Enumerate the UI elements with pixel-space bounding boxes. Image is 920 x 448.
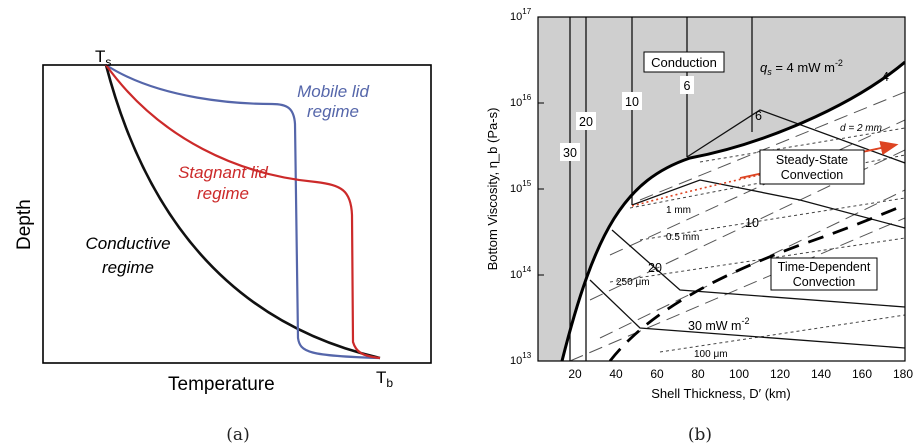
grain-line-2mm	[699, 127, 905, 163]
y-tick-13: 1013	[510, 351, 532, 367]
conduction-boundary	[560, 60, 905, 361]
x-tick-120: 120	[770, 367, 790, 381]
flux-label-6-bg	[680, 76, 694, 94]
flux-label-20-bg	[576, 112, 596, 130]
conductive-label-2: regime	[102, 258, 154, 277]
dash-line-1	[569, 217, 905, 361]
time-dependent-label-1: Time-Dependent	[778, 260, 871, 274]
x-tick-40: 40	[609, 367, 623, 381]
mobile-lid-label-2: regime	[307, 102, 359, 121]
bottom-viscosity-axis-label: Bottom Viscosity, η_b (Pa-s)	[485, 108, 500, 271]
conduction-label-box	[643, 51, 725, 73]
grain-line-100um	[659, 314, 905, 353]
mobile-lid-label-1: Mobile lid	[297, 82, 369, 101]
flux-contour-6	[686, 109, 905, 164]
grain-label-1mm: 1 mm	[666, 205, 691, 216]
depth-axis-label: Depth	[14, 199, 35, 250]
grain-label-100um: 100 μm	[694, 349, 728, 360]
x-tick-180: 180	[893, 367, 913, 381]
flux-label-10: 10	[625, 95, 639, 109]
t-bottom-label: Tb	[376, 368, 393, 390]
flux-label-30: 30	[563, 146, 577, 160]
time-dependent-label-box	[770, 257, 878, 291]
stagnant-lid-label-2: regime	[197, 184, 249, 203]
flux-contour-label-30: 30 mW m-2	[688, 316, 750, 333]
grain-label-250um: 250 μm	[616, 277, 650, 288]
y-tick-14: 1014	[510, 265, 532, 281]
stagnant-lid-curve	[105, 64, 381, 360]
flux-label-6: 6	[684, 79, 691, 93]
flux-contour-20	[611, 229, 905, 308]
dash-line-3	[589, 149, 905, 301]
x-ticks: 20 40 60 80 100 120 140 160 180	[568, 367, 913, 381]
panel-a-frame	[42, 64, 432, 364]
conduction-label: Conduction	[651, 55, 717, 70]
x-tick-80: 80	[691, 367, 705, 381]
caption-b: (b)	[688, 425, 712, 445]
x-tick-60: 60	[650, 367, 664, 381]
mobile-lid-curve	[105, 64, 381, 360]
conductive-curve	[104, 64, 381, 360]
flux-contour-label-10: 10	[745, 216, 759, 230]
grain-line-250um	[609, 237, 905, 283]
steady-state-label-2: Convection	[781, 168, 844, 182]
grain-label-2mm: d = 2 mm	[840, 123, 882, 134]
flux-label-20: 20	[579, 115, 593, 129]
panel-b: 1013 1014 1015 1016 1017 20 40 60 80 100…	[485, 7, 913, 445]
dash-line-5	[639, 91, 905, 201]
grain-line-05mm	[639, 197, 905, 241]
x-tick-20: 20	[568, 367, 582, 381]
flux-contour-label-20: 20	[648, 261, 662, 275]
plot-lines	[560, 17, 905, 361]
grain-label-05mm: 0.5 mm	[666, 232, 699, 243]
steady-state-label-1: Steady-State	[776, 153, 848, 167]
y-tick-17: 1017	[510, 7, 532, 23]
flux-contour-label-4: 4	[882, 70, 889, 84]
panel-a: Ts Tb Temperature Depth Mobile lid regim…	[14, 47, 432, 445]
steady-state-label-box	[759, 149, 865, 185]
dash-line-4	[609, 119, 905, 256]
flux-contour-label-6: 6	[755, 109, 762, 123]
x-tick-140: 140	[811, 367, 831, 381]
flux-label-10-bg	[622, 92, 642, 110]
x-tick-160: 160	[852, 367, 872, 381]
qs-label: qs = 4 mW m-2	[760, 58, 843, 77]
flux-label-30-bg	[560, 143, 580, 161]
flux-contour-10	[631, 179, 905, 229]
y-tick-15: 1015	[510, 179, 532, 195]
temperature-axis-label: Temperature	[168, 374, 275, 395]
time-dependent-boundary	[608, 203, 905, 361]
t-surface-label: Ts	[95, 47, 111, 69]
conductive-label-1: Conductive	[85, 234, 170, 253]
shell-thickness-axis-label: Shell Thickness, D′ (km)	[651, 386, 790, 401]
flux-contour-30	[589, 279, 905, 349]
stagnant-lid-label-1: Stagnant lid	[178, 163, 268, 182]
y-ticks: 1013 1014 1015 1016 1017	[510, 7, 544, 367]
x-tick-100: 100	[729, 367, 749, 381]
time-dependent-label-2: Convection	[793, 275, 856, 289]
caption-a: (a)	[226, 425, 249, 445]
y-tick-16: 1016	[510, 93, 532, 109]
